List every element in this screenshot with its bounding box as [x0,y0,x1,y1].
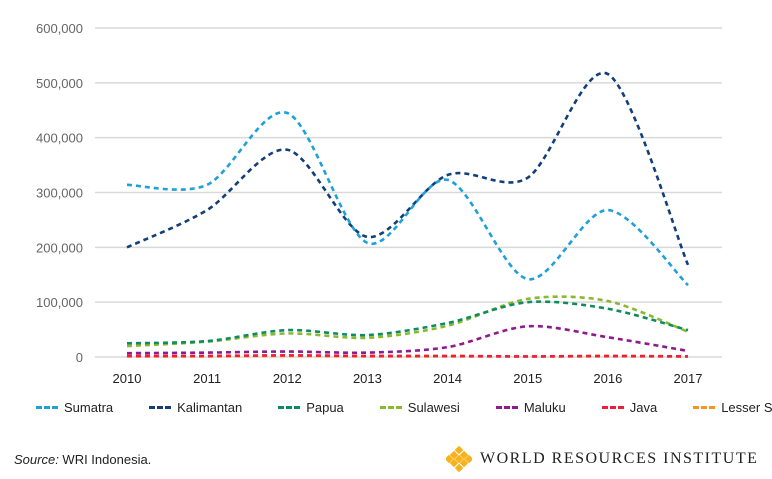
legend-label: Sulawesi [407,400,460,415]
series-line-sulawesi [126,295,689,348]
legend-item: Maluku [495,400,566,415]
legend-swatch [693,406,716,409]
y-tick-label: 400,000 [36,131,83,146]
legend-swatch [379,406,402,409]
legend-swatch [149,406,172,409]
legend-swatch [36,406,58,409]
x-tick-label: 2013 [353,371,382,386]
x-tick-label: 2011 [193,371,221,386]
legend-item: Sumatra [36,400,113,415]
legend-label: Java [629,400,658,415]
legend-swatch [601,406,624,409]
legend-label: Lesser Sunda [721,400,772,415]
source-label: Source: [14,452,59,467]
series-line-sumatra [126,111,689,287]
legend-item: Papua [278,400,344,415]
y-tick-label: 500,000 [36,76,83,91]
legend-item: Kalimantan [149,400,242,415]
legend-swatch [495,406,518,409]
wri-logo-icon [446,446,472,472]
x-tick-label: 2014 [433,371,462,386]
y-tick-label: 0 [76,350,83,365]
series-line-maluku [126,324,689,355]
legend-label: Sumatra [64,400,114,415]
source-note: Source: WRI Indonesia. [14,452,151,467]
x-tick-label: 2010 [113,371,142,386]
y-tick-label: 600,000 [36,21,83,36]
legend: Sumatra Kalimantan Papua Sulawesi Maluku Java… [36,400,772,415]
y-tick-label: 100,000 [36,295,83,310]
wri-logo: WORLD RESOURCES INSTITUTE [446,446,758,472]
wri-logo-text: WORLD RESOURCES INSTITUTE [480,450,759,467]
y-tick-label: 300,000 [36,186,83,201]
x-tick-label: 2012 [273,371,302,386]
x-tick-label: 2015 [513,371,542,386]
legend-item: Sulawesi [379,400,460,415]
legend-label: Papua [306,400,344,415]
x-tick-label: 2017 [674,371,703,386]
x-tick-label: 2016 [593,371,622,386]
series-line-java [126,354,689,358]
legend-swatch [278,406,301,409]
source-text: WRI Indonesia. [58,452,152,467]
line-chart: 0 100,000 200,000 300,000 400,000 500,000 600,… [36,21,722,386]
series-line-kalimantan [126,71,690,266]
legend-item: Java [601,400,658,415]
legend-label: Kalimantan [177,400,243,415]
series-line-papua [126,300,689,345]
y-tick-label: 200,000 [36,240,83,255]
legend-item: Lesser Sunda [693,400,772,415]
legend-label: Maluku [523,400,566,415]
